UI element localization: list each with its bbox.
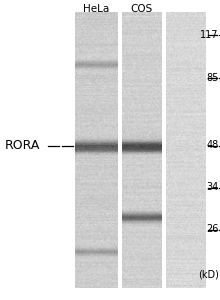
Text: 85: 85 bbox=[207, 73, 219, 83]
Text: RORA: RORA bbox=[4, 139, 40, 152]
Text: 117: 117 bbox=[200, 29, 219, 40]
Text: COS: COS bbox=[131, 4, 153, 14]
Text: HeLa: HeLa bbox=[83, 4, 109, 14]
Text: 26: 26 bbox=[207, 224, 219, 235]
Text: (kD): (kD) bbox=[198, 269, 219, 280]
Text: 34: 34 bbox=[207, 182, 219, 193]
Text: 48: 48 bbox=[207, 140, 219, 151]
